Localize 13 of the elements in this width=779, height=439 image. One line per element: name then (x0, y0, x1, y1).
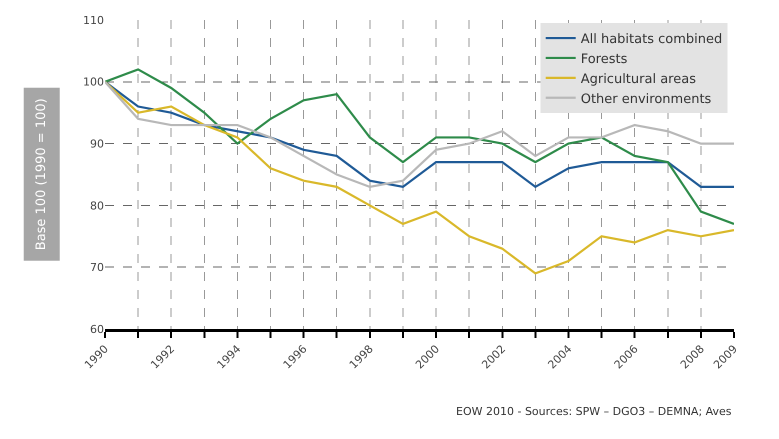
y-tick-label: 90 (90, 137, 104, 150)
legend-label: Other environments (580, 92, 712, 107)
y-tick-label: 110 (83, 14, 104, 27)
text: EOW 2010 - Sources: SPW – DGO3 – DEMNA; Aves (456, 405, 732, 418)
legend-label: All habitats combined (580, 32, 722, 48)
legend-label: Forests (580, 52, 628, 68)
y-tick-label: 70 (90, 261, 104, 274)
y-tick-label: 100 (83, 76, 104, 89)
y-tick-label: 60 (90, 322, 104, 336)
line-series (105, 68, 734, 226)
y-tick-label: 80 (90, 199, 104, 212)
legend-label: Agricultural areas (580, 72, 696, 87)
y-axis-title: Base 100 (1990 = 100) (34, 98, 50, 250)
